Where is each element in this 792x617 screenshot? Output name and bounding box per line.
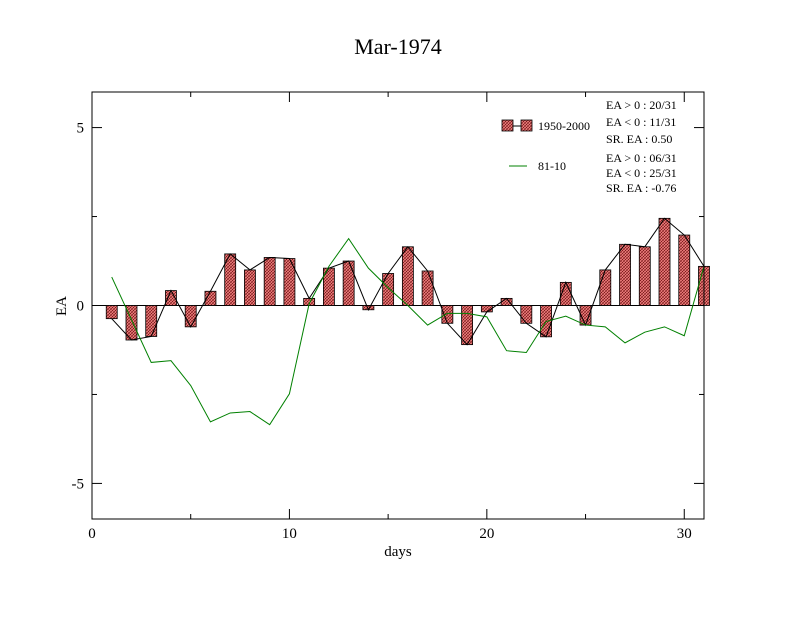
bar-day-15 bbox=[382, 273, 395, 306]
y-axis-label: EA bbox=[54, 296, 70, 316]
legend-bar-swatch-left bbox=[501, 119, 514, 132]
bar-day-17 bbox=[421, 270, 434, 306]
x-axis-label: days bbox=[384, 544, 412, 560]
y-tick-label--5: -5 bbox=[72, 476, 85, 492]
bar-day-28 bbox=[638, 246, 651, 306]
plot-area bbox=[92, 217, 710, 426]
bar-day-22 bbox=[520, 305, 533, 324]
series-81-10-line bbox=[111, 237, 705, 426]
legend-label-1950-2000: 1950-2000 bbox=[538, 119, 590, 133]
x-tick-label-10: 10 bbox=[282, 526, 297, 542]
y-tick-label-0: 0 bbox=[77, 299, 85, 315]
stats-81-10-sr: SR. EA : -0.76 bbox=[606, 181, 676, 195]
bar-day-3 bbox=[145, 305, 158, 337]
axes: 0 10 20 30 5 0 -5 bbox=[72, 92, 704, 542]
x-tick-label-0: 0 bbox=[88, 526, 96, 542]
bar-day-8 bbox=[244, 269, 256, 306]
stats-1950-2000-positive: EA > 0 : 20/31 bbox=[606, 98, 677, 112]
legend-bar-swatch-right bbox=[520, 119, 533, 132]
stats-1950-2000-sr: SR. EA : 0.50 bbox=[606, 132, 672, 146]
bar-day-27 bbox=[619, 243, 631, 306]
series-1950-2000-bars bbox=[105, 217, 710, 346]
bar-day-30 bbox=[678, 234, 691, 306]
bar-day-26 bbox=[599, 269, 612, 306]
x-tick-label-20: 20 bbox=[479, 526, 494, 542]
bar-day-9 bbox=[263, 257, 276, 306]
stats-1950-2000-negative: EA < 0 : 11/31 bbox=[606, 115, 676, 129]
stats-81-10-negative: EA < 0 : 25/31 bbox=[606, 166, 677, 180]
bar-day-16 bbox=[401, 246, 414, 306]
y-tick-label-5: 5 bbox=[77, 121, 85, 137]
bar-day-13 bbox=[342, 260, 355, 306]
legend: 1950-2000 81-10 EA > 0 : 20/31 EA < 0 : … bbox=[501, 98, 677, 195]
bar-day-21 bbox=[500, 297, 513, 306]
bar-day-29 bbox=[658, 217, 671, 306]
bar-day-1 bbox=[105, 305, 118, 320]
series-1950-2000-line bbox=[111, 217, 705, 346]
chart-title: Mar-1974 bbox=[354, 34, 442, 59]
legend-label-81-10: 81-10 bbox=[538, 159, 566, 173]
bar-day-5 bbox=[184, 305, 197, 328]
x-tick-label-30: 30 bbox=[677, 526, 692, 542]
stats-81-10-positive: EA > 0 : 06/31 bbox=[606, 151, 677, 165]
